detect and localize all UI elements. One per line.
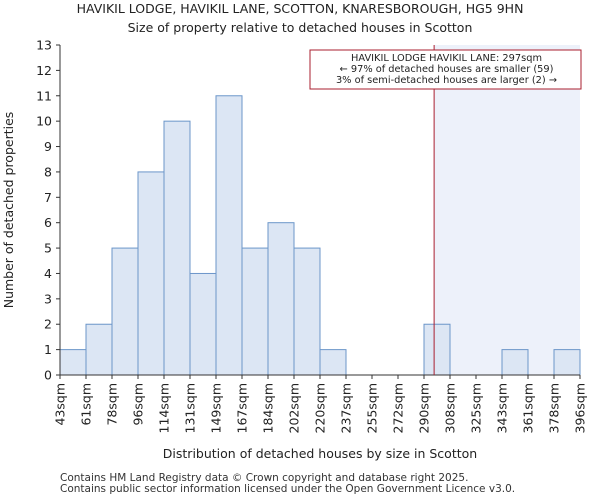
y-tick-label: 9 (44, 139, 52, 154)
y-tick-label: 6 (44, 215, 52, 230)
x-tick-label: 272sqm (391, 383, 406, 433)
y-tick-label: 13 (36, 38, 52, 53)
histogram-bar (293, 247, 321, 376)
y-tick-label: 8 (44, 164, 52, 179)
y-tick-label: 12 (36, 63, 52, 78)
annotation-box (309, 49, 582, 90)
histogram-bar (241, 247, 269, 376)
chart-title: HAVIKIL LODGE, HAVIKIL LANE, SCOTTON, KN… (77, 1, 524, 16)
y-tick-label: 3 (44, 291, 52, 306)
x-tick-label: 78sqm (105, 383, 120, 426)
x-axis-label: Distribution of detached houses by size … (163, 446, 477, 461)
y-tick-label: 2 (44, 317, 52, 332)
x-tick-label: 343sqm (495, 383, 510, 433)
x-tick-label: 325sqm (469, 383, 484, 433)
histogram-bar (319, 349, 347, 376)
y-tick-label: 11 (36, 88, 52, 103)
annotation-line: ← 97% of detached houses are smaller (59… (340, 64, 554, 75)
y-tick-label: 7 (44, 190, 52, 205)
histogram-bar (137, 171, 165, 376)
x-tick-label: 149sqm (209, 383, 224, 433)
histogram-bar (189, 272, 217, 376)
x-tick-label: 255sqm (365, 383, 380, 433)
chart-subtitle: Size of property relative to detached ho… (128, 20, 473, 35)
histogram-bar (163, 120, 191, 376)
footer-licence: Contains public sector information licen… (60, 483, 516, 495)
x-tick-label: 184sqm (261, 383, 276, 433)
histogram-bar (111, 247, 139, 376)
y-tick-label: 5 (44, 241, 52, 256)
y-tick-label: 4 (44, 266, 52, 281)
x-tick-label: 378sqm (547, 383, 562, 433)
histogram-bar (501, 349, 529, 376)
x-tick-label: 220sqm (313, 383, 328, 433)
histogram-bar (423, 323, 451, 376)
histogram-bar (553, 349, 581, 376)
y-tick-label: 1 (44, 342, 52, 357)
annotation-line: HAVIKIL LODGE HAVIKIL LANE: 297sqm (351, 53, 542, 64)
annotation-line: 3% of semi-detached houses are larger (2… (336, 75, 557, 86)
x-tick-label: 396sqm (573, 383, 588, 433)
x-tick-label: 290sqm (417, 383, 432, 433)
x-tick-label: 237sqm (339, 383, 354, 433)
highlight-region (434, 45, 580, 375)
x-tick-label: 96sqm (131, 383, 146, 426)
x-tick-label: 308sqm (443, 383, 458, 433)
y-tick-label: 10 (36, 114, 52, 129)
y-tick-label: 0 (44, 368, 52, 383)
histogram-bar (215, 95, 243, 376)
histogram-bar (267, 222, 295, 376)
histogram-bar (59, 349, 87, 376)
x-tick-label: 167sqm (235, 383, 250, 433)
y-axis-label: Number of detached properties (1, 112, 16, 309)
x-tick-label: 43sqm (53, 383, 68, 426)
footer-copyright: Contains HM Land Registry data © Crown c… (60, 472, 469, 484)
histogram-bar (85, 323, 113, 376)
x-tick-label: 61sqm (79, 383, 94, 426)
x-tick-label: 202sqm (287, 383, 302, 433)
x-tick-label: 131sqm (183, 383, 198, 433)
x-tick-label: 361sqm (521, 383, 536, 433)
x-tick-label: 114sqm (157, 383, 172, 433)
